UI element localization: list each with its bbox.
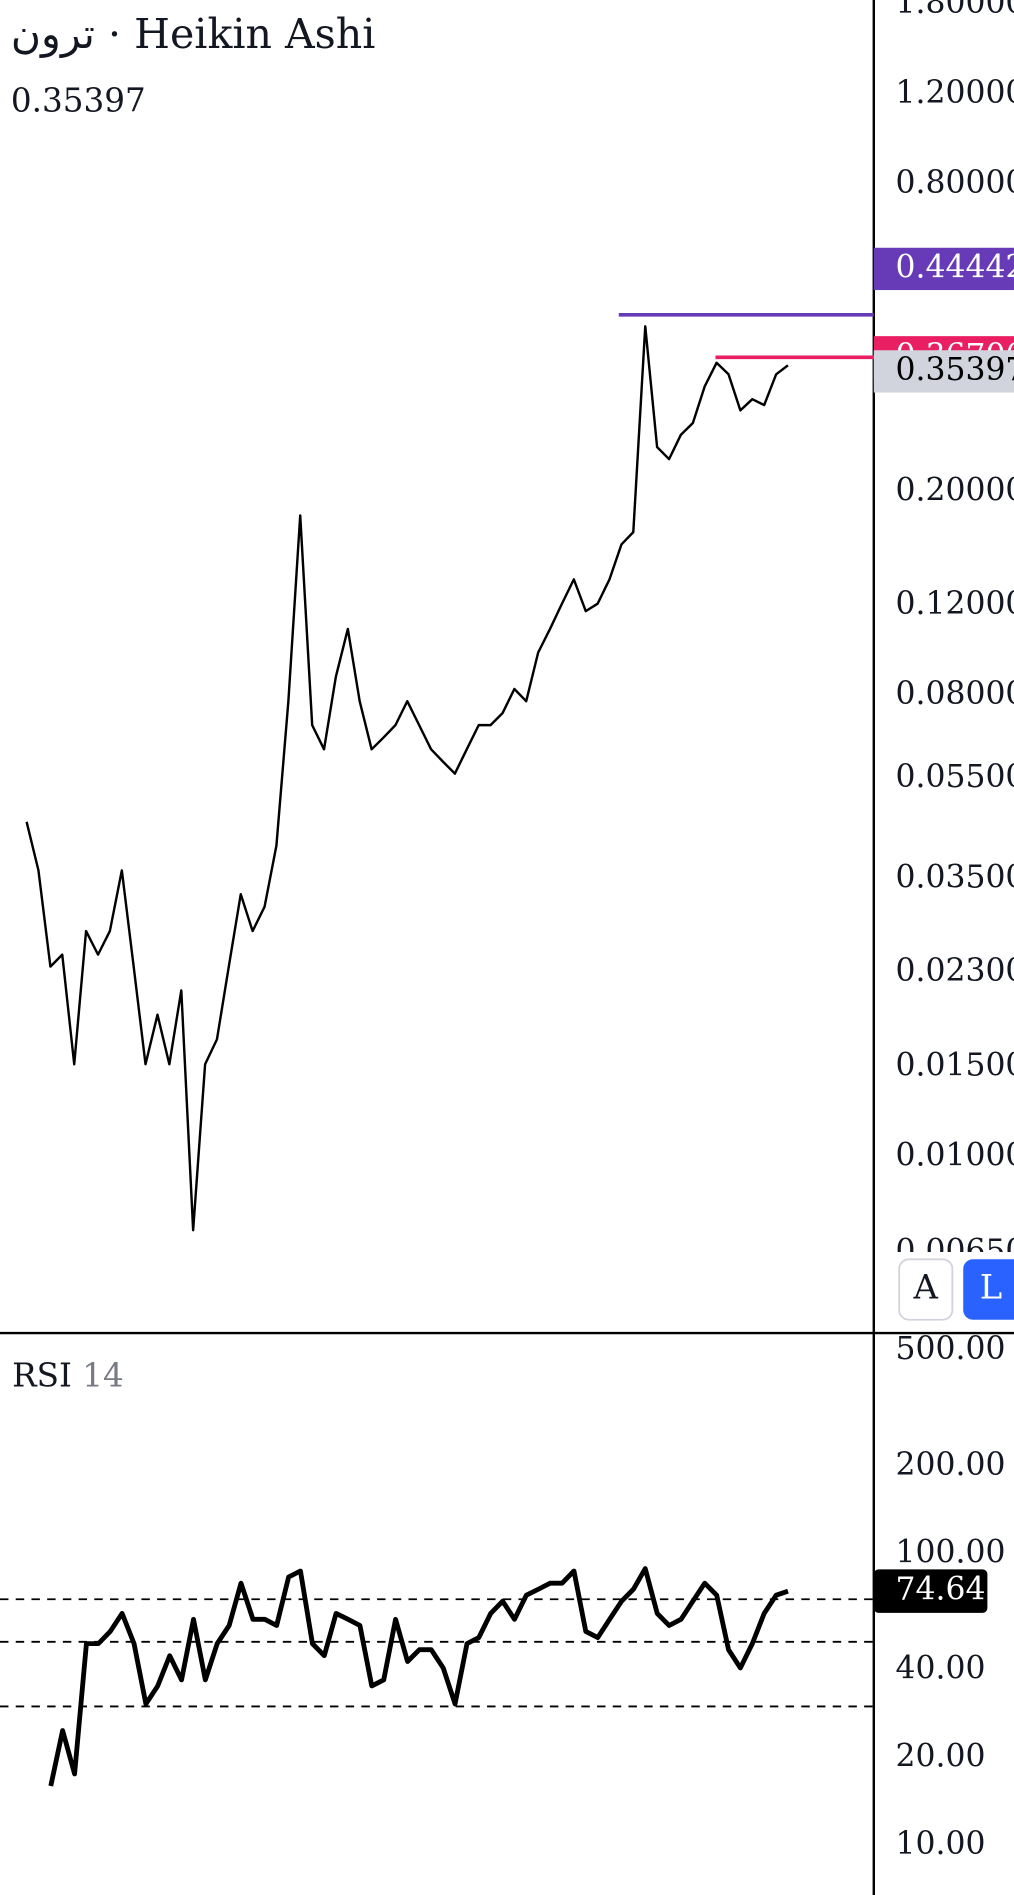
price-label-box <box>873 350 1014 393</box>
current-price: 0.35397 <box>11 82 146 120</box>
y-tick-label: 10.00 <box>896 1826 986 1862</box>
y-tick-label: 0.00650 <box>896 1233 1014 1269</box>
y-tick-label: 0.01500 <box>896 1048 1014 1084</box>
y-tick-label: 20.00 <box>896 1738 986 1774</box>
y-tick-label: 100.00 <box>896 1535 1006 1571</box>
rsi-period: 14 <box>82 1357 124 1395</box>
y-tick-label: 0.12000 <box>896 586 1014 622</box>
price-label-box <box>873 247 1014 291</box>
series-line <box>25 325 789 1232</box>
y-tick-label: 0.02300 <box>896 953 1014 989</box>
y-tick-label: 0.03500 <box>896 860 1014 896</box>
y-tick-label: 40.00 <box>896 1651 986 1687</box>
series-line <box>48 1566 789 1787</box>
y-tick-label: 1.80000 <box>896 0 1014 21</box>
last-value-box <box>873 1569 988 1613</box>
log-button-label[interactable]: L <box>980 1268 1002 1307</box>
y-tick-label: 0.01000 <box>896 1138 1014 1174</box>
y-tick-label: 0.80000 <box>896 165 1014 201</box>
last-value-label: 74.64 <box>896 1572 986 1608</box>
y-tick-label: 0.20000 <box>896 473 1014 509</box>
rsi-name: RSI <box>12 1357 72 1395</box>
scale-buttons: A L <box>898 1258 1014 1321</box>
y-tick-label: 0.08000 <box>896 676 1014 712</box>
y-tick-label: 1.20000 <box>896 75 1014 111</box>
auto-button[interactable] <box>898 1258 954 1321</box>
price-axis: 1.80000 1.20000 0.80000 0.20000 0.12000 0.080… <box>896 0 1014 1269</box>
rsi-pane <box>0 1566 874 1787</box>
y-tick-label: 500.00 <box>896 1331 1006 1367</box>
price-label: 0.35397 <box>896 352 1014 388</box>
rsi-title: RSI 14 <box>12 1357 124 1395</box>
chart-title: ترون · Heikin Ashi <box>11 10 375 59</box>
price-pane <box>25 313 874 1232</box>
y-tick-label: 0.05500 <box>896 759 1014 795</box>
auto-button-label[interactable]: A <box>913 1268 939 1307</box>
y-tick-label: 200.00 <box>896 1447 1006 1483</box>
log-button[interactable] <box>963 1259 1014 1320</box>
rsi-axis: 500.00 200.00 100.00 40.00 20.00 10.00 74.64 <box>873 1331 1006 1862</box>
price-label: 0.44442 <box>896 249 1014 285</box>
